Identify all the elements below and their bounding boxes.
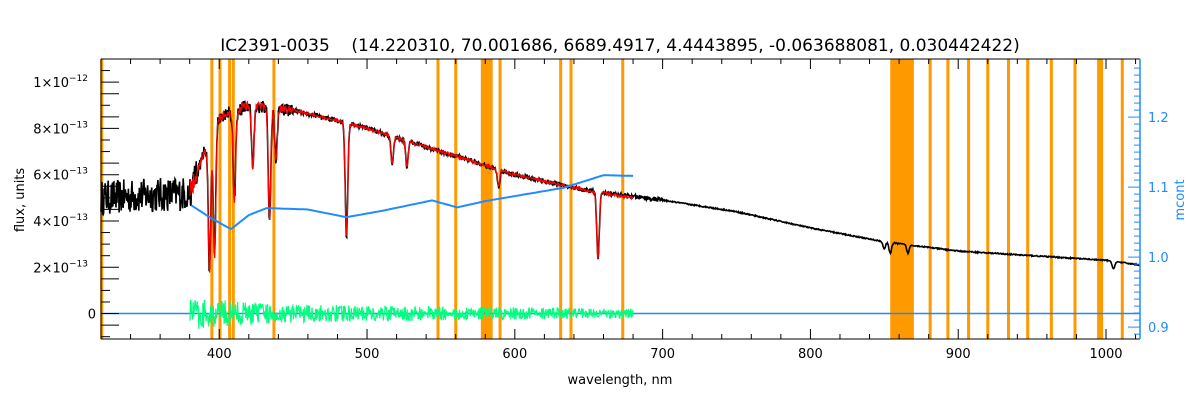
axes: 400 500 600 700 800 900 1000 0 2×10−13 4×10−13 6×1… xyxy=(33,58,1169,362)
residual-line xyxy=(189,299,634,329)
masked-region-band xyxy=(480,59,493,339)
masked-region-band xyxy=(231,59,235,339)
masked-region-band xyxy=(1006,59,1010,339)
y-tick-exponent: −13 xyxy=(69,120,88,130)
masked-region-band xyxy=(1073,59,1077,339)
x-tick-label: 800 xyxy=(798,347,823,362)
x-tick-label: 700 xyxy=(650,347,675,362)
y-tick-label: 2×10−13 xyxy=(33,259,88,276)
series-group xyxy=(100,100,1140,329)
y-tick-label: 6×10−13 xyxy=(33,167,88,184)
x-tick-label: 1000 xyxy=(1089,347,1122,362)
y2-tick-label: 1.2 xyxy=(1148,111,1169,126)
masked-region-band xyxy=(436,59,440,339)
masked-region-band xyxy=(946,59,950,339)
masked-region-band xyxy=(890,59,914,339)
x-tick-label: 900 xyxy=(946,347,971,362)
masked-region-band xyxy=(967,59,971,339)
masked-region-band xyxy=(1026,59,1030,339)
x-tick-label: 600 xyxy=(502,347,527,362)
y2-tick-label: 1.1 xyxy=(1148,181,1169,196)
masked-region-band xyxy=(228,59,232,339)
masked-region-band xyxy=(621,59,625,339)
x-tick-label: 500 xyxy=(355,347,380,362)
model-fit-line xyxy=(189,100,634,273)
masked-region-band xyxy=(272,59,276,339)
y-axis-label: flux, units xyxy=(13,168,28,233)
masked-region-band xyxy=(986,59,990,339)
y-tick-exponent: −12 xyxy=(69,74,88,84)
y-tick-label: 4×10−13 xyxy=(33,213,88,230)
masked-region-band xyxy=(1097,59,1104,339)
y-tick-label: 8×10−13 xyxy=(33,120,88,137)
masked-region-band xyxy=(1049,59,1053,339)
masked-region-band xyxy=(1120,59,1124,339)
masked-region-band xyxy=(569,59,573,339)
observed-flux-line xyxy=(100,100,1140,272)
y-tick-exponent: −13 xyxy=(69,213,88,223)
masked-region-band xyxy=(454,59,458,339)
x-tick-label: 400 xyxy=(207,347,232,362)
y-tick-exponent: −13 xyxy=(69,167,88,177)
y2-tick-label: 1.0 xyxy=(1148,251,1169,266)
y-tick-label: 1×10−12 xyxy=(33,74,88,91)
masked-region-band xyxy=(928,59,932,339)
masked-region-band xyxy=(218,59,222,339)
y2-axis-label: mcont xyxy=(1173,179,1188,220)
x-axis-label: wavelength, nm xyxy=(568,373,673,388)
mcont-line xyxy=(190,174,634,231)
y2-tick-label: 0.9 xyxy=(1148,321,1169,336)
masked-region-band xyxy=(559,59,563,339)
y-tick-label: 0 xyxy=(88,308,96,323)
y-tick-exponent: −13 xyxy=(69,259,88,269)
masked-regions xyxy=(100,59,1124,339)
chart-title: IC2391-0035 (14.220310, 70.001686, 6689.… xyxy=(220,36,1019,56)
